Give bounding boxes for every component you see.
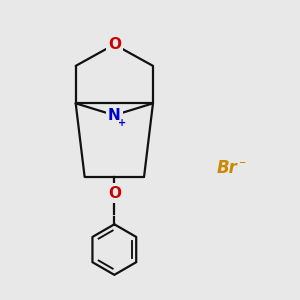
Text: Br: Br: [217, 159, 238, 177]
Text: ⁻: ⁻: [238, 158, 246, 172]
Text: +: +: [118, 118, 126, 128]
Text: O: O: [108, 186, 121, 201]
Text: O: O: [108, 37, 121, 52]
Text: N: N: [108, 108, 121, 123]
